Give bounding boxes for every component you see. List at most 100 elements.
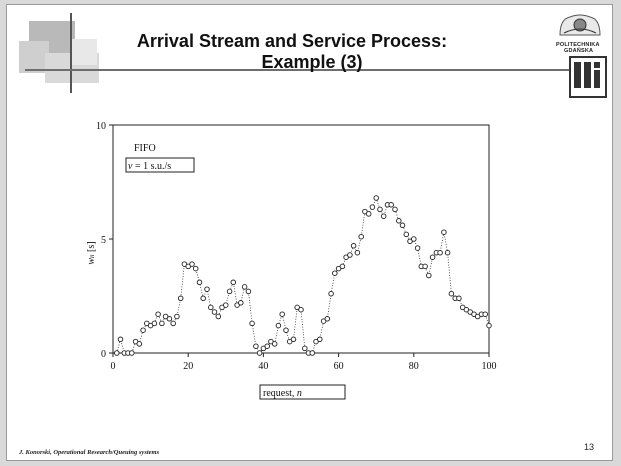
legend-box-var: v bbox=[128, 161, 133, 172]
data-point bbox=[114, 350, 120, 356]
data-point bbox=[403, 231, 410, 238]
data-point bbox=[192, 265, 199, 272]
y-tick-label: 0 bbox=[101, 349, 106, 360]
data-point bbox=[350, 243, 357, 249]
data-point bbox=[275, 322, 282, 329]
data-point bbox=[422, 263, 428, 270]
y-axis-label-sub: n bbox=[88, 254, 96, 258]
data-point bbox=[290, 336, 297, 343]
data-point bbox=[358, 233, 364, 240]
data-point bbox=[256, 350, 263, 356]
data-point bbox=[429, 254, 436, 260]
title-underline bbox=[25, 69, 605, 71]
data-point bbox=[324, 316, 331, 322]
data-point bbox=[283, 327, 289, 333]
data-point bbox=[441, 229, 447, 235]
data-point bbox=[253, 343, 259, 349]
footer-text: J. Konorski, Operational Research/Queuin… bbox=[19, 449, 160, 456]
x-tick-label: 40 bbox=[258, 361, 268, 372]
logo-text-1: POLITECHNIKA bbox=[556, 42, 600, 48]
data-point bbox=[151, 320, 158, 327]
slide: Arrival Stream and Service Process: Exam… bbox=[6, 4, 613, 461]
data-point bbox=[174, 313, 180, 320]
x-tick-label: 100 bbox=[482, 361, 497, 372]
data-point bbox=[332, 270, 338, 276]
x-axis-label-var: n bbox=[297, 388, 302, 399]
data-point bbox=[189, 261, 195, 267]
scatter-chart: 0 20 40 60 80 100 0 5 10 FIFO v = 1 s.u./s reque… bbox=[86, 121, 497, 400]
data-point bbox=[226, 288, 233, 295]
x-tick-label: 20 bbox=[183, 361, 193, 372]
data-point bbox=[347, 252, 353, 258]
data-point bbox=[328, 290, 334, 297]
data-point bbox=[444, 249, 451, 256]
data-point bbox=[302, 345, 308, 352]
x-tick-label: 80 bbox=[409, 361, 419, 372]
data-point bbox=[380, 213, 387, 219]
data-point bbox=[377, 206, 383, 213]
data-point bbox=[208, 304, 214, 311]
data-point bbox=[271, 341, 278, 347]
data-point bbox=[159, 320, 165, 327]
series-dotted-line bbox=[116, 196, 490, 354]
decor-square-4 bbox=[71, 39, 97, 65]
data-point bbox=[170, 320, 176, 327]
legend-box-rest: = 1 s.u./s bbox=[132, 161, 171, 172]
x-tick-label: 0 bbox=[111, 361, 116, 372]
data-point bbox=[373, 195, 379, 201]
data-point bbox=[177, 295, 184, 302]
y-tick-label: 5 bbox=[101, 235, 106, 246]
data-point bbox=[196, 279, 203, 286]
logo-eti-mark bbox=[569, 56, 607, 98]
data-point bbox=[388, 202, 394, 208]
data-point bbox=[264, 343, 270, 349]
data-point bbox=[426, 272, 432, 279]
data-point bbox=[204, 286, 210, 292]
data-point bbox=[129, 350, 135, 356]
legend-box bbox=[125, 157, 195, 173]
data-point bbox=[155, 311, 161, 317]
data-point bbox=[317, 336, 323, 343]
data-point bbox=[365, 211, 372, 217]
data-point bbox=[456, 295, 462, 302]
x-axis-label: request, n bbox=[263, 388, 302, 399]
data-point bbox=[448, 290, 455, 297]
data-point bbox=[396, 218, 402, 224]
data-point bbox=[279, 311, 285, 317]
data-point bbox=[309, 350, 316, 356]
page-number: 13 bbox=[583, 442, 594, 452]
data-point bbox=[140, 327, 146, 333]
data-point bbox=[245, 288, 252, 295]
data-point bbox=[414, 245, 421, 251]
data-point bbox=[166, 316, 173, 322]
decor-vertical-line bbox=[70, 13, 72, 93]
y-axis-label-unit: [s] bbox=[86, 241, 97, 254]
data-point bbox=[411, 236, 417, 242]
data-point bbox=[117, 336, 124, 343]
crest-icon bbox=[559, 14, 601, 36]
x-axis-label-main: request, bbox=[263, 388, 297, 399]
data-point bbox=[241, 284, 248, 290]
decor-square-2 bbox=[19, 41, 49, 73]
data-point bbox=[392, 206, 398, 213]
y-axis-label-main: w bbox=[86, 258, 97, 265]
y-tick-label: 10 bbox=[96, 121, 106, 132]
data-point bbox=[437, 249, 443, 256]
data-point bbox=[482, 311, 488, 317]
data-point bbox=[339, 263, 346, 270]
x-axis-label-box bbox=[259, 384, 346, 400]
data-point bbox=[369, 204, 376, 210]
data-point bbox=[211, 309, 218, 315]
title-line-2: Example (3) bbox=[261, 52, 363, 72]
data-point bbox=[215, 313, 222, 320]
data-point bbox=[249, 320, 255, 327]
data-point bbox=[223, 302, 229, 308]
legend-box-text: v = 1 s.u./s bbox=[128, 161, 171, 172]
data-point bbox=[238, 300, 244, 306]
legend-fifo: FIFO bbox=[134, 143, 156, 154]
data-point bbox=[399, 222, 406, 229]
data-point bbox=[230, 279, 237, 286]
slide-title: Arrival Stream and Service Process: Exam… bbox=[127, 31, 457, 73]
data-point bbox=[354, 249, 361, 256]
data-point bbox=[486, 322, 492, 329]
